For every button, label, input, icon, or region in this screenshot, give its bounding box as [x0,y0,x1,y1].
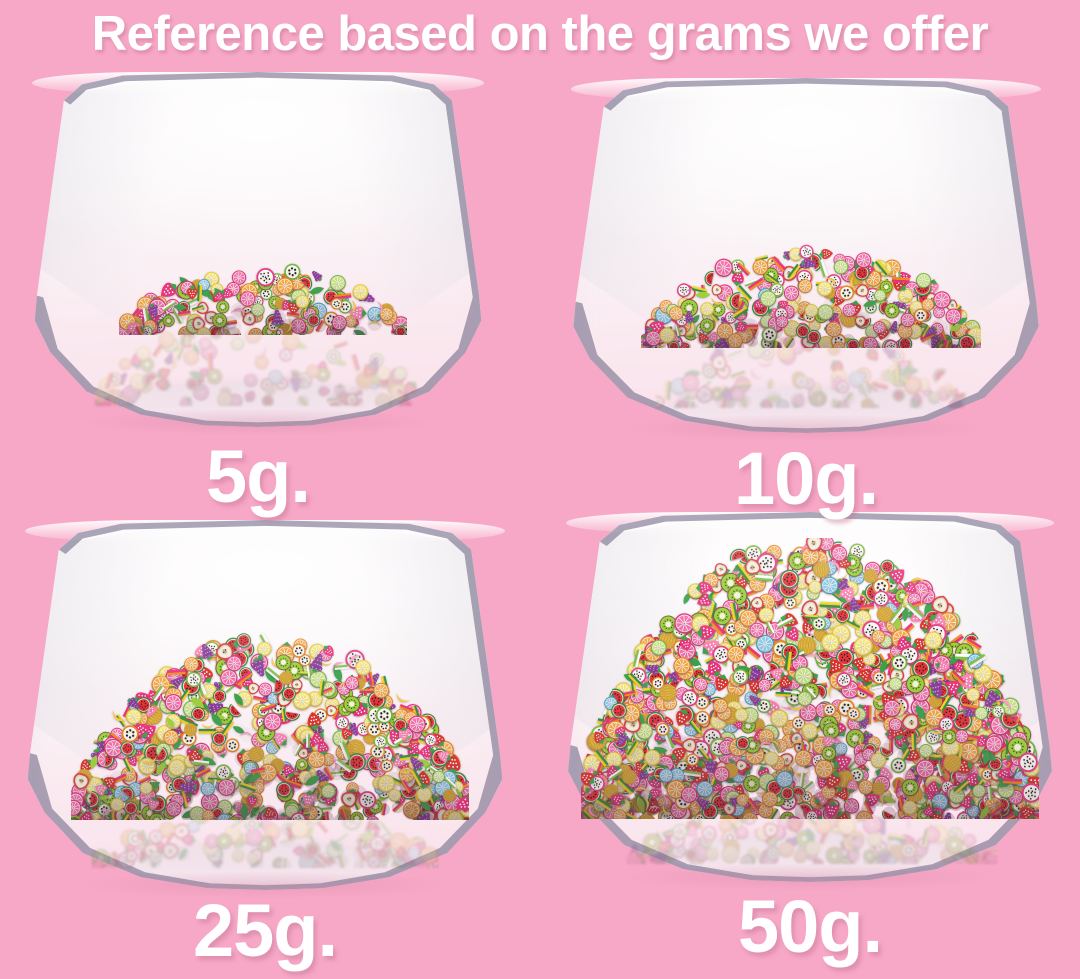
bowl-base [668,835,952,877]
bowl-body [568,512,1052,882]
bowl-cell-25g: 25g. [10,520,520,972]
gram-label-5g: 5g. [206,435,311,518]
bowl-base [127,382,389,422]
bowl-body [573,78,1039,433]
bowl-facet-left [573,81,734,338]
bowl-facet-right [339,523,503,791]
page-title: Reference based on the grams we offer [91,7,989,61]
bowl-body [34,72,482,427]
gram-label-25g: 25g. [192,889,338,972]
bowl-facet-left [27,523,191,791]
bowl-facet-left [568,515,735,783]
gram-label-10g: 10g. [733,437,879,520]
bowl-10g [556,78,1056,441]
bowl-50g [550,512,1070,890]
gram-label-50g: 50g. [737,885,883,968]
bowl-cell-50g: 50g. [550,512,1070,968]
bowl-cell-10g: 10g. [556,78,1056,520]
bowl-facet-right [327,75,482,332]
bowl-5g [18,72,498,435]
bowl-base [669,388,943,428]
bowl-body [27,520,503,890]
bowl-cell-5g: 5g. [18,72,498,518]
bowl-25g [10,520,520,898]
bowl-facet-right [878,81,1039,338]
bowl-base [125,843,404,885]
bowl-facet-left [34,75,189,332]
bowl-facet-right [885,515,1052,783]
